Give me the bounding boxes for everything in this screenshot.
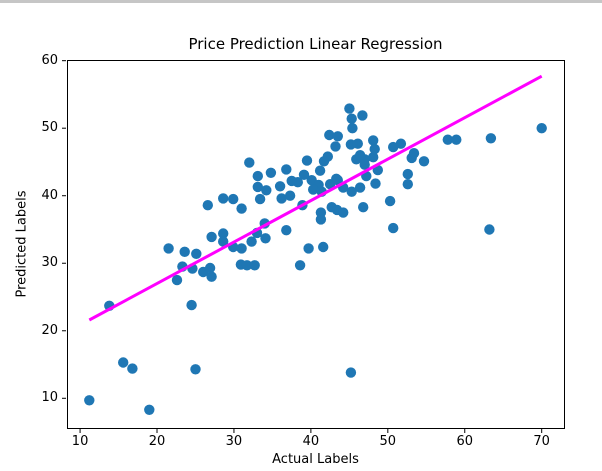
scatter-point [281,225,292,236]
x-axis-label: Actual Labels [272,452,359,467]
scatter-point [338,207,349,218]
scatter-point [368,152,379,163]
axes-spines [67,60,565,429]
scatter-point [281,164,292,175]
scatter-point [418,156,430,167]
x-tick-label: 50 [379,434,397,449]
scatter-point [218,236,229,247]
scatter-point [254,193,266,205]
scatter-point [179,246,190,257]
scatter-point [261,185,272,196]
y-tick-label: 60 [41,52,58,68]
scatter-point [274,181,286,192]
scatter-point [408,148,420,159]
scatter-point [246,236,257,247]
scatter-point [370,178,381,189]
scatter-point [118,357,129,368]
scatter-point [315,214,327,225]
scatter-point [388,141,399,153]
scatter-point [252,170,263,182]
x-tick-label: 70 [533,434,550,449]
scatter-point [303,243,314,254]
scatter-point [265,167,277,178]
scatter-point [171,274,183,286]
scatter-point [218,228,229,239]
y-tick-label: 40 [41,187,58,203]
scatter-point [298,169,310,180]
scatter-point [322,151,333,162]
scatter-point [451,134,462,145]
scatter-point [206,231,217,243]
scatter-point [347,123,358,134]
y-axis-label: Predicted Labels [14,190,30,298]
x-tick-label: 40 [302,434,320,449]
x-tick-label: 60 [456,434,474,449]
scatter-point [191,248,202,259]
scatter-point [218,193,229,204]
scatter-point [236,243,247,254]
scatter-point [357,110,368,121]
scatter-point [485,133,497,144]
scatter-point [345,367,357,378]
scatter-point [206,271,217,282]
scatter-point [384,195,396,207]
scatter-point [244,157,255,168]
scatter-point [144,404,155,415]
scatter-point [202,200,213,211]
scatter-point [260,233,271,244]
scatter-point [354,150,366,161]
scatter-point [388,222,399,234]
scatter-point [252,181,263,193]
scatter-point [324,129,335,141]
scatter-point [352,138,363,149]
scatter-point [484,224,495,235]
scatter-point [358,202,369,213]
scatter-point [204,262,216,274]
scatter-point [84,395,95,406]
scatter-point [308,184,319,195]
scatter-point [354,182,366,193]
scatter-point [346,113,357,124]
scatter-point [163,243,174,254]
scatter-point [294,260,306,271]
x-tick-label: 10 [71,434,89,449]
scatter-point [344,103,355,114]
scatter-point [301,155,313,166]
scatter-point [318,241,329,253]
scatter-point [369,143,380,155]
x-tick-label: 20 [148,434,166,449]
scatter-point [186,299,197,311]
chart-title: Price Prediction Linear Regression [188,35,443,53]
scatter-point [330,141,341,152]
scatter-point [368,135,379,146]
scatter-point [190,364,201,375]
y-tick-label: 20 [41,322,58,338]
scatter-point [332,131,343,142]
scatter-point [402,168,413,180]
x-tick-label: 30 [225,434,243,449]
scatter-point [536,123,547,134]
scatter-point [249,260,260,271]
scatter-point [402,179,413,190]
scatter-point [241,260,253,271]
y-tick-label: 10 [41,390,58,406]
scatter-point [236,203,247,214]
scatter-point [276,193,287,204]
scatter-point [127,363,138,374]
window-edge-bar [0,0,602,3]
scatter-point [286,175,297,187]
scatter-point [346,186,357,197]
y-tick-label: 50 [41,120,58,136]
scatter-point [228,193,239,205]
regression-line [88,74,543,322]
y-tick-label: 30 [41,255,58,271]
scatter-point [442,134,453,145]
scatter-point [284,190,296,201]
scatter-point [331,173,342,184]
scatter-point [314,165,326,176]
